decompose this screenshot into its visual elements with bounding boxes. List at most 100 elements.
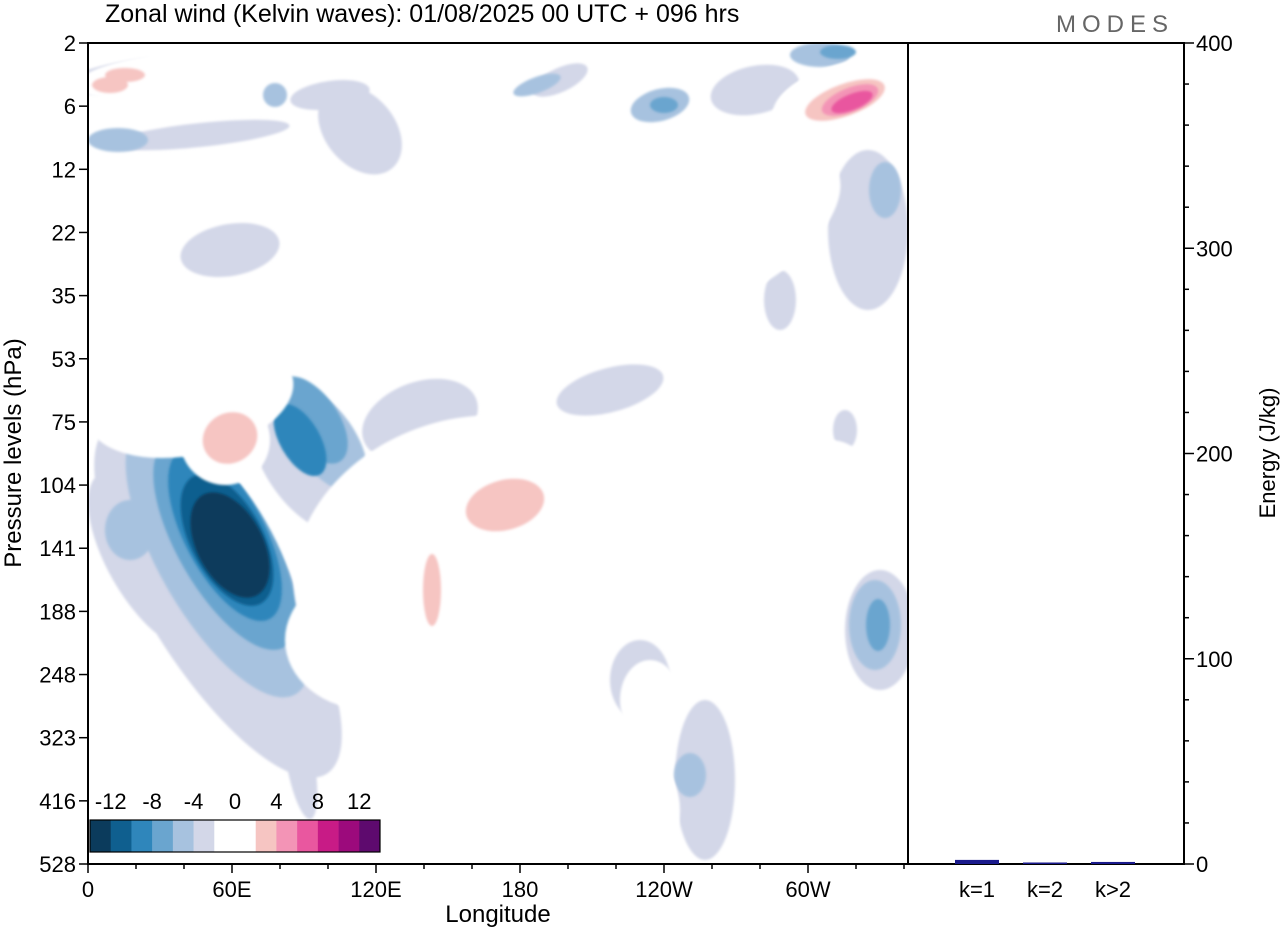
modes-logo: MODES	[1056, 11, 1174, 38]
contour-blob	[105, 68, 145, 82]
x-tick-label: 0	[82, 877, 94, 902]
chart-title: Zonal wind (Kelvin waves): 01/08/2025 00…	[105, 0, 739, 28]
y-tick-label: 2	[64, 31, 76, 56]
colorbar-swatch	[359, 820, 381, 852]
colorbar-swatch	[131, 820, 153, 852]
x-tick-label: 180	[502, 877, 539, 902]
x-tick-label: 120W	[635, 877, 693, 902]
contour-blob	[290, 80, 370, 110]
contour-blob	[205, 55, 265, 75]
contour-field	[88, 43, 908, 864]
y-tick-label: 12	[52, 157, 76, 182]
colorbar-swatch	[317, 820, 339, 852]
colorbar-swatch	[338, 820, 360, 852]
contour-blob	[764, 270, 796, 330]
y-axis-label: Pressure levels (hPa)	[0, 338, 27, 567]
contour-blob	[556, 364, 664, 416]
energy-category-label: k=2	[1027, 877, 1063, 902]
contour-blob	[650, 97, 678, 113]
y-tick-label: 141	[39, 536, 76, 561]
contour-blob	[881, 405, 908, 455]
contour-blob	[780, 440, 880, 560]
colorbar: -12 -8 -4 0 4 8 12	[89, 789, 381, 853]
colorbar-swatch	[90, 820, 112, 852]
contour-blob	[423, 554, 441, 626]
contour-band	[831, 90, 873, 114]
energy-tick-label: 200	[1196, 442, 1233, 467]
energy-tick-label: 0	[1196, 852, 1208, 877]
energy-axis-label: Energy (J/kg)	[1255, 388, 1280, 519]
energy-bar	[955, 859, 999, 864]
colorbar-swatch	[276, 820, 298, 852]
energy-bars: k=1 k=2 k>2	[955, 859, 1135, 902]
x-axis: 0 60E 120E 180 120W 60W	[82, 864, 905, 902]
contour-blob	[202, 412, 258, 464]
contour-blob	[820, 45, 856, 59]
colorbar-label: -8	[142, 789, 162, 814]
colorbar-swatch	[172, 820, 194, 852]
y-tick-label: 22	[52, 220, 76, 245]
contour-blob	[831, 90, 873, 114]
contour-blob	[633, 818, 657, 842]
contour-blob	[289, 295, 317, 315]
colorbar-swatch	[297, 820, 319, 852]
y-tick-label: 416	[39, 789, 76, 814]
contour-blob	[110, 119, 290, 151]
y-tick-label: 248	[39, 663, 76, 688]
x-tick-label: 60W	[785, 877, 830, 902]
y-tick-label: 104	[39, 473, 76, 498]
contour-blob	[605, 240, 665, 340]
y-tick-label: 75	[52, 410, 76, 435]
contour-blob	[273, 403, 327, 477]
contour-blob	[675, 520, 695, 570]
contour-blob	[88, 128, 148, 152]
y-tick-label: 188	[39, 599, 76, 624]
contour-blob	[588, 138, 612, 162]
colorbar-swatch	[235, 820, 257, 852]
contour-blob	[649, 152, 841, 308]
contour-blob	[199, 760, 251, 830]
contour-blob	[282, 700, 318, 820]
colorbar-swatch	[214, 820, 236, 852]
energy-frame	[907, 42, 1185, 865]
energy-category-label: k>2	[1095, 877, 1131, 902]
y-axis: 2 6 12 22 35 53 75 104 141 188 248 323 416 528	[39, 31, 88, 877]
contour-blob	[849, 723, 881, 767]
y-tick-label: 53	[52, 347, 76, 372]
colorbar-label: 4	[270, 789, 282, 814]
colorbar-swatch	[152, 820, 174, 852]
contour-blob	[580, 750, 680, 864]
contour-blob	[276, 376, 348, 464]
contour-hole	[647, 465, 683, 505]
contour-blob	[263, 83, 287, 107]
colorbar-swatch	[193, 820, 215, 852]
contour-hole	[400, 700, 460, 740]
contour-blob	[190, 492, 270, 598]
contour-blob	[130, 43, 330, 70]
contour-blob	[105, 500, 155, 560]
energy-bar	[1091, 861, 1135, 864]
contour-blob	[674, 753, 706, 797]
y-tick-label: 35	[52, 284, 76, 309]
colorbar-label: 0	[229, 789, 241, 814]
energy-bar	[1023, 862, 1067, 864]
contour-blob	[303, 605, 323, 655]
energy-category-label: k=1	[959, 877, 995, 902]
colorbar-swatch	[110, 820, 132, 852]
contour-blob	[318, 85, 402, 175]
colorbar-label: -12	[95, 789, 127, 814]
contour-blob	[180, 222, 280, 278]
colorbar-outline	[89, 819, 381, 853]
contour-blob	[695, 410, 735, 450]
y-tick-label: 323	[39, 726, 76, 751]
x-axis-label: Longitude	[445, 901, 550, 928]
energy-tick-label: 400	[1196, 31, 1233, 56]
energy-tick-label: 300	[1196, 236, 1233, 261]
y-tick-label: 528	[39, 852, 76, 877]
contour-blob	[620, 660, 680, 740]
contour-blob	[498, 129, 582, 181]
x-tick-label: 120E	[350, 877, 401, 902]
contour-blob	[833, 410, 857, 450]
contour-blob	[513, 73, 561, 97]
